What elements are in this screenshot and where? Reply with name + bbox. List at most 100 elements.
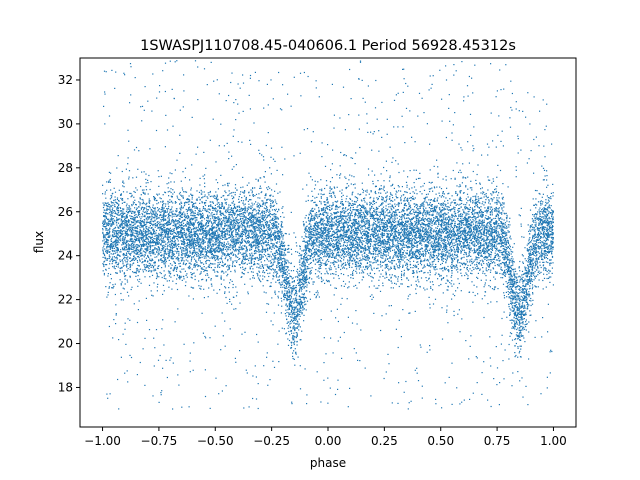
data-point [501,273,503,275]
data-point [145,243,147,245]
data-point [542,213,544,215]
data-point [233,242,235,244]
data-point [420,186,422,188]
data-point [144,214,146,216]
data-point [269,379,271,381]
data-point [258,224,260,226]
data-point [440,228,442,230]
data-point [313,233,315,236]
data-point [248,220,250,223]
data-point [384,245,386,247]
data-point [304,368,306,370]
data-point [156,217,158,219]
data-point [536,264,538,266]
data-point [168,286,170,288]
data-point [544,208,547,210]
data-point [164,241,166,243]
data-point [231,280,233,282]
data-point [102,228,104,230]
data-point [453,248,455,250]
data-point [515,301,517,303]
data-point [380,329,382,332]
data-point [290,342,293,344]
data-point [497,253,499,255]
data-point [506,250,508,252]
data-point [332,203,334,205]
data-point [361,246,363,248]
data-point [336,261,338,263]
data-point [380,254,382,256]
data-point [131,194,133,196]
data-point [124,241,126,243]
data-point [304,285,306,288]
data-point [533,272,535,274]
data-point [404,191,406,193]
data-point [356,199,359,201]
data-point [406,241,408,243]
data-point [455,269,458,271]
data-point [359,146,361,149]
data-point [429,262,431,264]
data-point [346,215,348,217]
data-point [385,266,387,268]
data-point [345,239,347,242]
data-point [446,289,448,291]
data-point [348,281,350,283]
data-point [334,256,336,258]
data-point [287,266,289,268]
data-point [369,215,371,217]
data-point [293,312,295,314]
data-point [250,216,252,218]
data-point [448,206,450,208]
data-point [318,257,320,259]
data-point [182,247,184,249]
data-point [254,195,256,197]
data-point [405,263,407,265]
data-point [352,251,354,253]
data-point [546,277,548,280]
data-point [410,213,412,215]
data-point [170,248,172,250]
data-point [292,298,294,300]
data-point [320,193,322,195]
data-point [190,245,192,247]
data-point [429,232,432,234]
data-point [218,202,220,204]
data-point [550,246,552,248]
data-point [256,206,258,208]
data-point [432,219,435,221]
data-point [328,280,330,282]
data-point [506,225,508,227]
data-point [438,243,440,245]
data-point [324,253,326,255]
data-point [357,262,359,265]
data-point [288,294,290,296]
data-point [429,235,432,237]
data-point [186,220,188,223]
data-point [222,207,225,209]
data-point [475,258,477,260]
data-point [519,316,521,318]
data-point [421,239,423,241]
data-point [406,227,408,229]
data-point [348,236,350,238]
data-point [365,237,367,239]
data-point [383,243,385,245]
data-point [287,327,289,329]
data-point [390,218,392,220]
data-point [304,264,306,266]
data-point [351,175,353,177]
data-point [317,254,319,256]
data-point [226,250,228,252]
data-point [422,255,424,257]
data-point [544,255,546,257]
data-point [533,204,535,206]
data-point [381,237,384,239]
data-point [231,219,233,222]
data-point [531,249,533,251]
data-point [281,109,283,111]
data-point [500,237,502,239]
data-point [358,268,360,270]
data-point [523,310,525,312]
data-point [257,225,260,227]
